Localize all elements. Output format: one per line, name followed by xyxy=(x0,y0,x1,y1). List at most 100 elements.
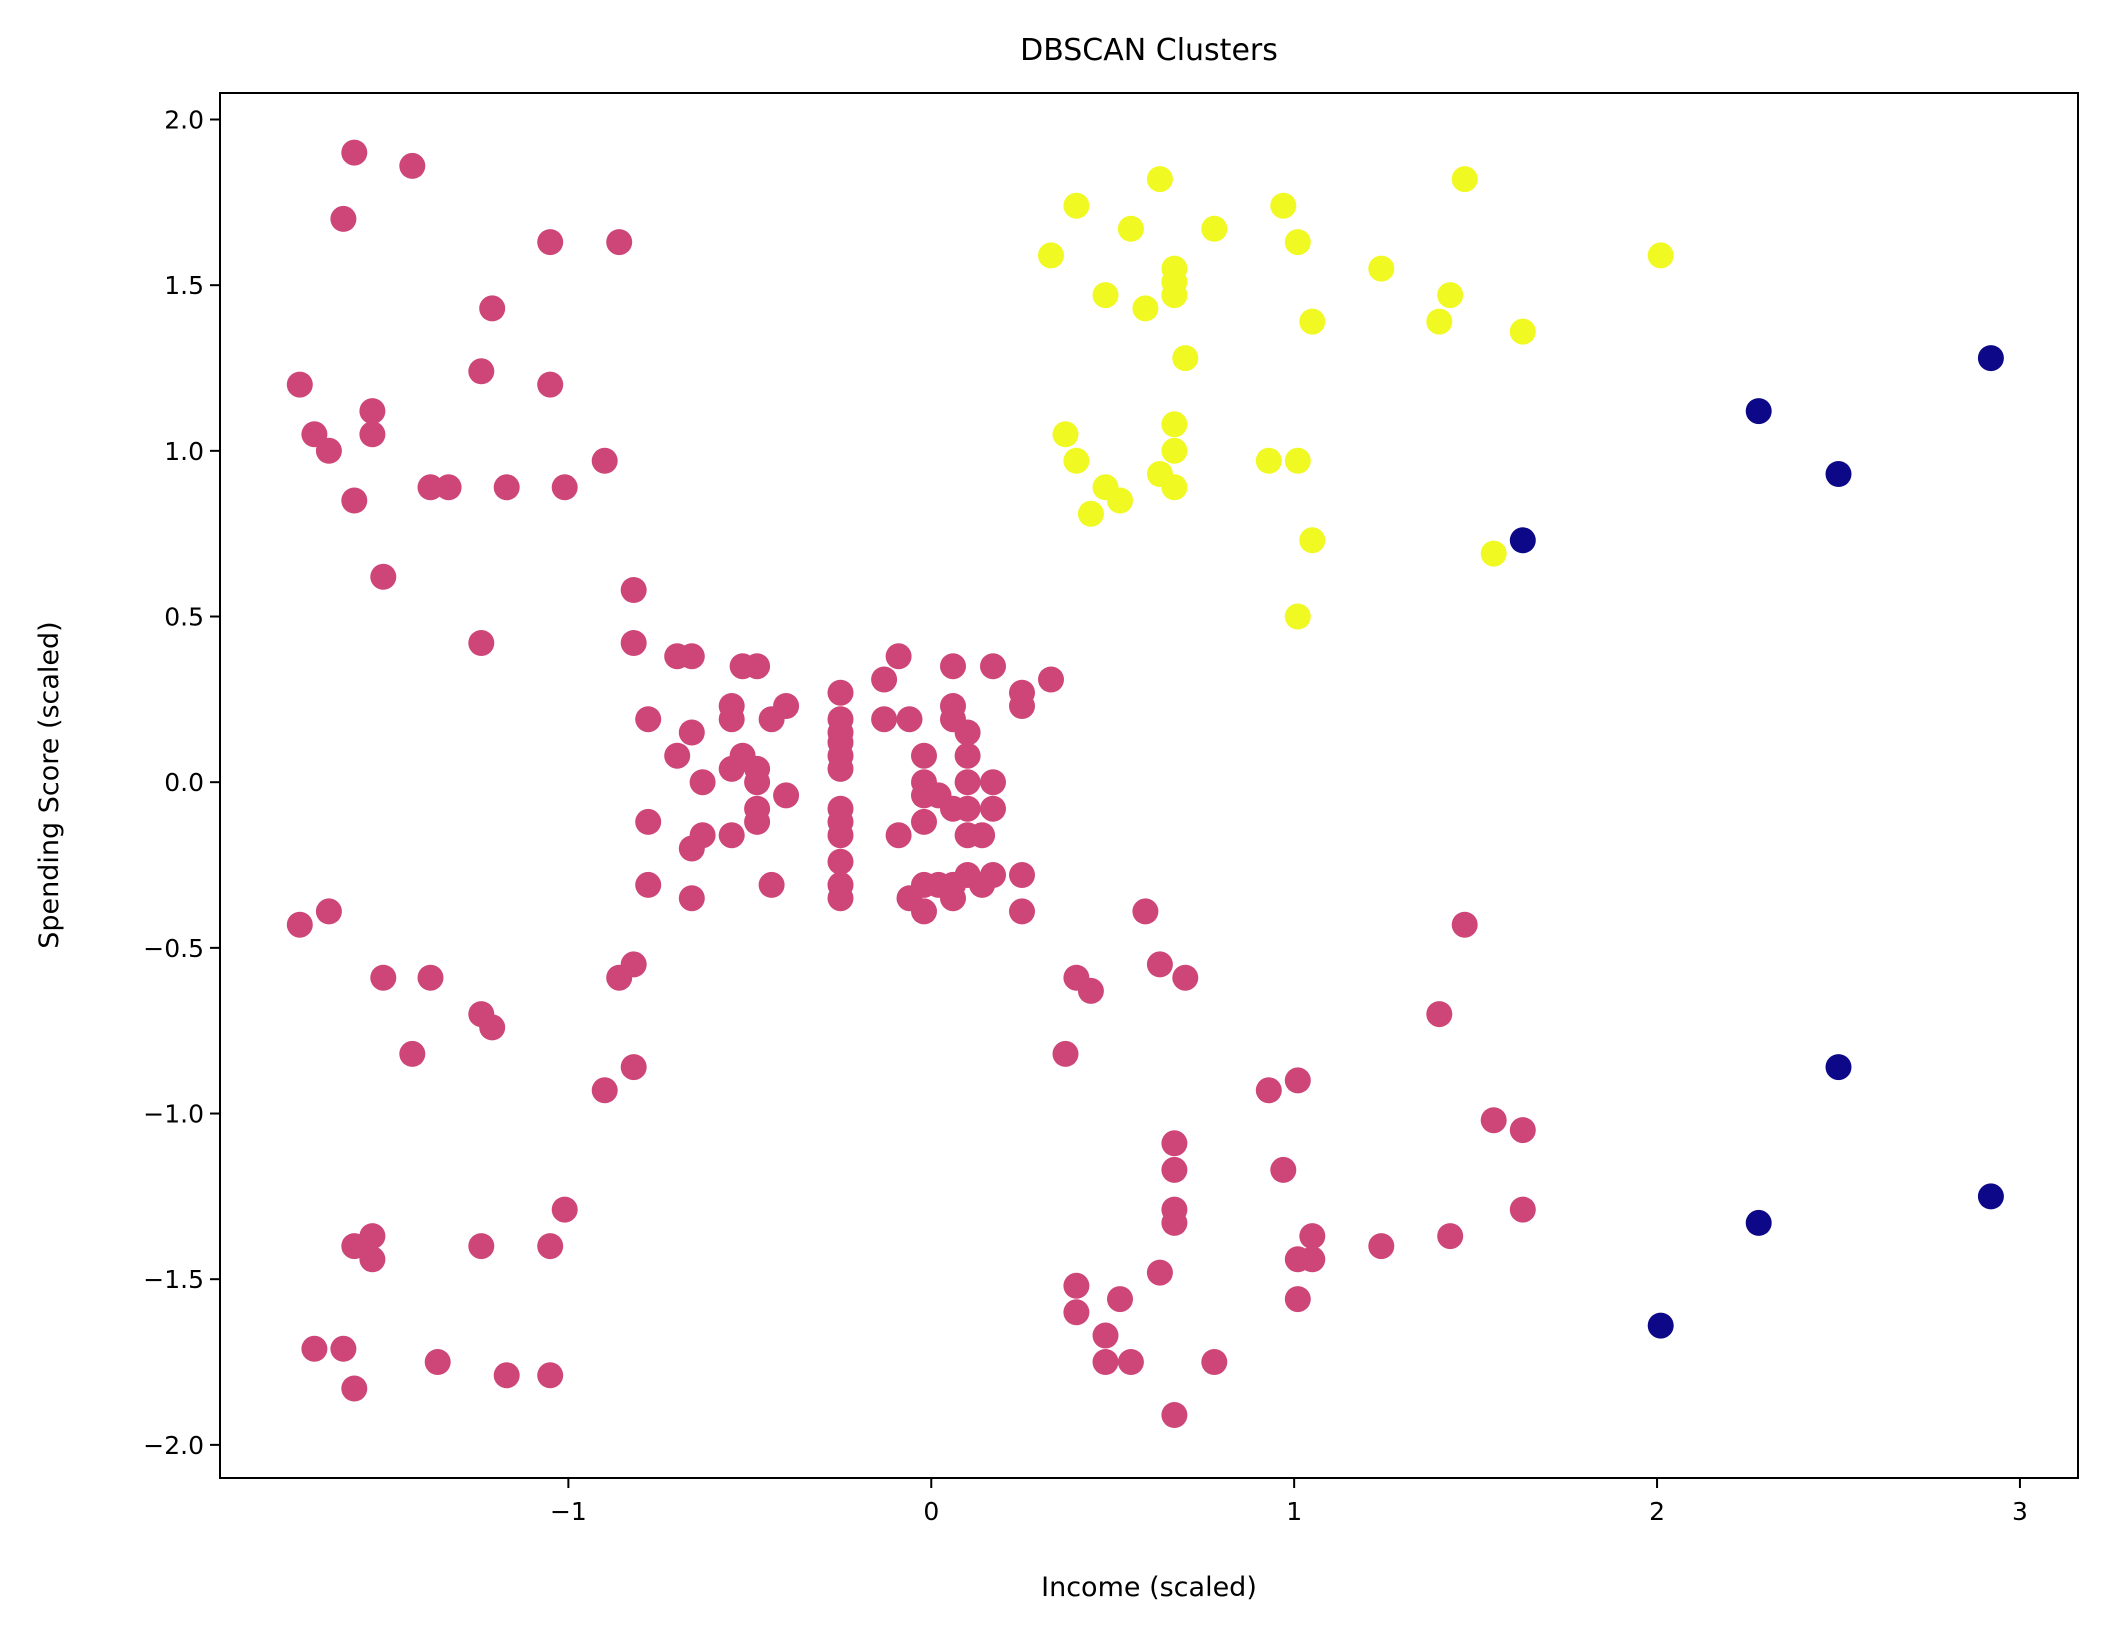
data-point-s0-13 xyxy=(417,474,444,501)
data-point-s0-95 xyxy=(1038,666,1064,693)
data-point-s0-125 xyxy=(1146,951,1173,978)
data-point-s0-6 xyxy=(468,358,495,385)
data-point-s0-24 xyxy=(678,643,705,670)
data-point-s0-116 xyxy=(330,1335,357,1362)
data-point-s0-0 xyxy=(341,139,368,166)
data-point-s0-100 xyxy=(370,964,397,991)
data-point-s0-119 xyxy=(493,1362,520,1389)
data-point-s0-99 xyxy=(315,898,342,925)
y-axis: −2.0 −1.5 −1.0 −0.5 0.0 0.5 1.0 1.5 2.0 xyxy=(143,106,220,1460)
data-point-s0-92 xyxy=(980,653,1006,680)
data-point-s0-81 xyxy=(954,769,981,796)
data-point-s0-15 xyxy=(493,474,520,501)
data-point-s0-33 xyxy=(678,885,705,912)
data-point-s1-17 xyxy=(1451,166,1478,193)
data-point-s0-44 xyxy=(718,822,745,849)
data-point-s0-140 xyxy=(1255,1077,1282,1104)
data-point-s0-138 xyxy=(1117,1349,1144,1375)
data-point-s1-12 xyxy=(1284,229,1311,256)
data-point-s1-11 xyxy=(1270,192,1297,219)
data-point-s0-94 xyxy=(1009,693,1035,719)
data-point-s1-19 xyxy=(1647,242,1674,269)
data-point-s0-37 xyxy=(744,653,771,680)
data-point-s1-16 xyxy=(1437,282,1464,309)
y-tick-label: −2.0 xyxy=(143,1431,204,1460)
data-point-s0-150 xyxy=(1426,1001,1453,1028)
data-point-s0-131 xyxy=(1146,1259,1173,1286)
plot-frame xyxy=(219,92,2079,1479)
data-point-s1-26 xyxy=(1161,411,1188,438)
data-point-s0-84 xyxy=(969,822,996,849)
data-point-s0-79 xyxy=(954,719,981,746)
data-point-s0-16 xyxy=(551,474,578,501)
data-point-s0-32 xyxy=(689,822,716,849)
data-point-s0-135 xyxy=(1107,1286,1133,1313)
data-point-s0-145 xyxy=(1299,1246,1326,1273)
data-point-s0-57 xyxy=(827,822,854,849)
data-point-s0-90 xyxy=(980,769,1006,796)
data-point-s2-6 xyxy=(1977,1183,2004,1210)
data-point-s0-128 xyxy=(1161,1156,1188,1183)
data-point-s0-3 xyxy=(537,229,564,256)
data-point-s1-3 xyxy=(1117,215,1144,242)
data-point-s0-107 xyxy=(620,1054,647,1081)
data-point-s0-139 xyxy=(1201,1349,1228,1375)
data-point-s1-32 xyxy=(1284,603,1311,630)
data-point-s0-136 xyxy=(1092,1322,1119,1349)
data-point-s0-29 xyxy=(635,808,662,835)
data-point-s0-132 xyxy=(1161,1402,1188,1428)
x-tick-label: 3 xyxy=(2012,1497,2028,1526)
points-layer xyxy=(286,139,2004,1428)
data-point-s0-141 xyxy=(1284,1067,1311,1094)
data-point-s0-20 xyxy=(468,630,495,656)
data-point-s0-146 xyxy=(1284,1286,1311,1313)
data-point-s0-4 xyxy=(606,229,633,256)
data-point-s2-1 xyxy=(1745,398,1772,425)
data-point-s1-21 xyxy=(1063,447,1090,474)
data-point-s0-148 xyxy=(1437,1223,1464,1250)
data-point-s0-9 xyxy=(537,371,564,398)
data-point-s0-14 xyxy=(435,474,462,501)
y-tick-label: 1.0 xyxy=(164,437,204,466)
data-point-s0-2 xyxy=(330,205,357,232)
data-point-s0-126 xyxy=(1172,964,1199,991)
data-point-s0-153 xyxy=(1509,1196,1536,1223)
data-point-s2-7 xyxy=(1647,1312,1674,1339)
data-point-s0-106 xyxy=(620,951,647,978)
x-tick-label: −1 xyxy=(550,1497,587,1526)
data-point-s0-64 xyxy=(896,706,923,733)
data-point-s0-39 xyxy=(718,755,745,782)
data-point-s0-91 xyxy=(980,795,1006,822)
data-point-s0-117 xyxy=(341,1375,368,1402)
data-point-s0-43 xyxy=(744,808,771,835)
y-tick-label: −1.5 xyxy=(143,1265,204,1294)
data-point-s0-110 xyxy=(551,1196,578,1223)
y-tick-label: −1.0 xyxy=(143,1100,204,1129)
y-tick-label: 0.0 xyxy=(164,768,204,797)
data-point-s0-1 xyxy=(399,152,426,179)
data-point-s0-54 xyxy=(827,755,854,782)
data-point-s1-30 xyxy=(1284,447,1311,474)
data-point-s0-149 xyxy=(1451,911,1478,938)
data-point-s0-17 xyxy=(591,447,618,474)
data-point-s1-15 xyxy=(1426,308,1453,335)
data-point-s0-12 xyxy=(359,421,386,448)
data-point-s0-7 xyxy=(286,371,313,398)
x-tick-label: 0 xyxy=(923,1497,939,1526)
y-tick-label: −0.5 xyxy=(143,934,204,963)
chart-title: DBSCAN Clusters xyxy=(1020,33,1278,68)
data-point-s0-18 xyxy=(341,487,368,514)
data-point-s0-124 xyxy=(1132,898,1159,925)
data-point-s1-22 xyxy=(1077,500,1104,527)
data-point-s0-60 xyxy=(827,885,854,912)
y-axis-label: Spending Score (scaled) xyxy=(34,621,65,948)
data-point-s0-41 xyxy=(744,769,771,796)
y-tick-label: 1.5 xyxy=(164,271,204,300)
data-point-s0-152 xyxy=(1509,1117,1536,1144)
data-point-s1-27 xyxy=(1161,437,1188,464)
data-point-s0-86 xyxy=(940,885,966,912)
data-point-s0-102 xyxy=(399,1040,426,1067)
data-point-s0-49 xyxy=(827,679,854,706)
data-point-s1-24 xyxy=(1107,487,1133,514)
